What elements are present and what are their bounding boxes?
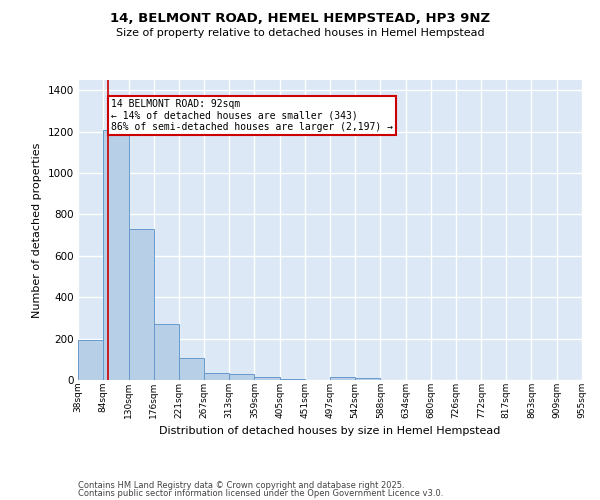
- Text: 14 BELMONT ROAD: 92sqm
← 14% of detached houses are smaller (343)
86% of semi-de: 14 BELMONT ROAD: 92sqm ← 14% of detached…: [111, 98, 393, 132]
- Bar: [330, 377, 355, 380]
- Bar: [128, 229, 154, 380]
- Bar: [154, 324, 179, 380]
- Bar: [254, 377, 280, 380]
- Bar: [103, 130, 128, 380]
- Bar: [355, 378, 380, 380]
- Text: Size of property relative to detached houses in Hemel Hempstead: Size of property relative to detached ho…: [116, 28, 484, 38]
- X-axis label: Distribution of detached houses by size in Hemel Hempstead: Distribution of detached houses by size …: [160, 426, 500, 436]
- Bar: [78, 340, 103, 380]
- Text: Contains public sector information licensed under the Open Government Licence v3: Contains public sector information licen…: [78, 489, 443, 498]
- Text: 14, BELMONT ROAD, HEMEL HEMPSTEAD, HP3 9NZ: 14, BELMONT ROAD, HEMEL HEMPSTEAD, HP3 9…: [110, 12, 490, 26]
- Text: Contains HM Land Registry data © Crown copyright and database right 2025.: Contains HM Land Registry data © Crown c…: [78, 481, 404, 490]
- Bar: [229, 374, 254, 380]
- Bar: [179, 358, 204, 380]
- Bar: [204, 373, 229, 380]
- Y-axis label: Number of detached properties: Number of detached properties: [32, 142, 42, 318]
